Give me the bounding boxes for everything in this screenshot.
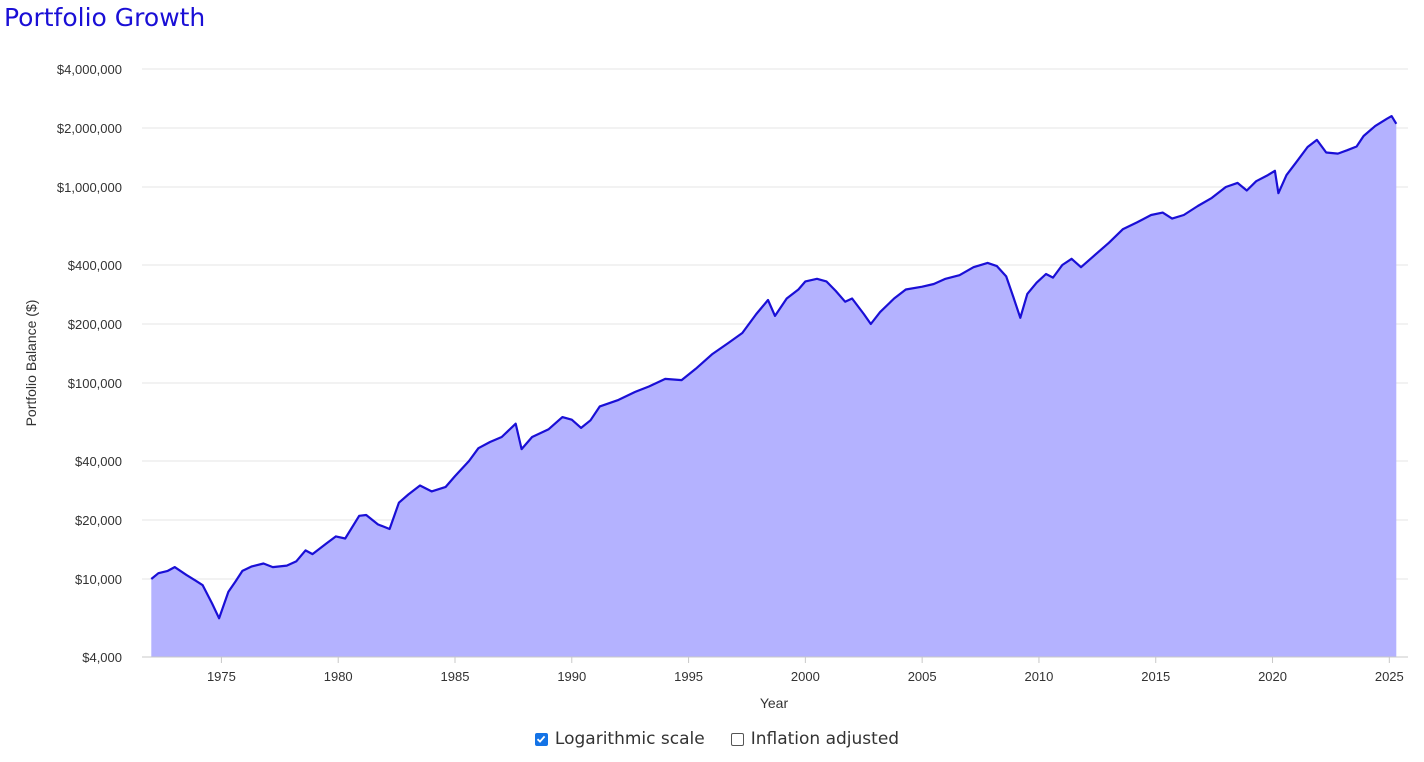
y-axis-ticks: $4,000,000 $2,000,000 $1,000,000 $400,000 $2… bbox=[57, 62, 122, 665]
x-tick-label: 1975 bbox=[207, 669, 236, 684]
y-tick-label: $4,000 bbox=[82, 650, 122, 665]
portfolio-growth-chart: $4,000,000 $2,000,000 $1,000,000 $400,000 $2… bbox=[23, 62, 1408, 711]
y-tick-label: $100,000 bbox=[68, 376, 122, 391]
x-axis-ticks: 1975 1980 1985 1990 1995 2000 2005 2010 2015 2020… bbox=[207, 657, 1404, 684]
x-tick-label: 2000 bbox=[791, 669, 820, 684]
x-tick-label: 2005 bbox=[908, 669, 937, 684]
y-tick-label: $400,000 bbox=[68, 258, 122, 273]
x-tick-label: 1995 bbox=[674, 669, 703, 684]
x-tick-label: 1985 bbox=[441, 669, 470, 684]
x-axis-title: Year bbox=[760, 695, 789, 711]
y-tick-label: $20,000 bbox=[75, 513, 122, 528]
inflation-adjusted-checkbox[interactable] bbox=[730, 732, 744, 746]
x-tick-label: 2025 bbox=[1375, 669, 1404, 684]
x-tick-label: 1990 bbox=[557, 669, 586, 684]
inflation-toggle[interactable]: Inflation adjusted bbox=[730, 729, 900, 749]
y-tick-label: $40,000 bbox=[75, 454, 122, 469]
log-scale-label: Logarithmic scale bbox=[554, 729, 705, 749]
y-axis-title: Portfolio Balance ($) bbox=[23, 300, 39, 427]
chart-options: Logarithmic scale Inflation adjusted bbox=[0, 729, 1424, 749]
x-tick-label: 2020 bbox=[1258, 669, 1287, 684]
x-tick-label: 1980 bbox=[324, 669, 353, 684]
y-tick-label: $1,000,000 bbox=[57, 180, 122, 195]
log-scale-toggle[interactable]: Logarithmic scale bbox=[534, 729, 705, 749]
inflation-adjusted-label: Inflation adjusted bbox=[750, 729, 900, 749]
x-tick-label: 2015 bbox=[1141, 669, 1170, 684]
balance-area bbox=[151, 116, 1397, 658]
x-tick-label: 2010 bbox=[1024, 669, 1053, 684]
chart-title: Portfolio Growth bbox=[4, 3, 206, 32]
balance-line bbox=[150, 115, 1398, 620]
y-tick-label: $2,000,000 bbox=[57, 121, 122, 136]
log-scale-checkbox[interactable] bbox=[534, 732, 548, 746]
y-tick-label: $200,000 bbox=[68, 317, 122, 332]
y-tick-label: $4,000,000 bbox=[57, 62, 122, 77]
y-tick-label: $10,000 bbox=[75, 572, 122, 587]
